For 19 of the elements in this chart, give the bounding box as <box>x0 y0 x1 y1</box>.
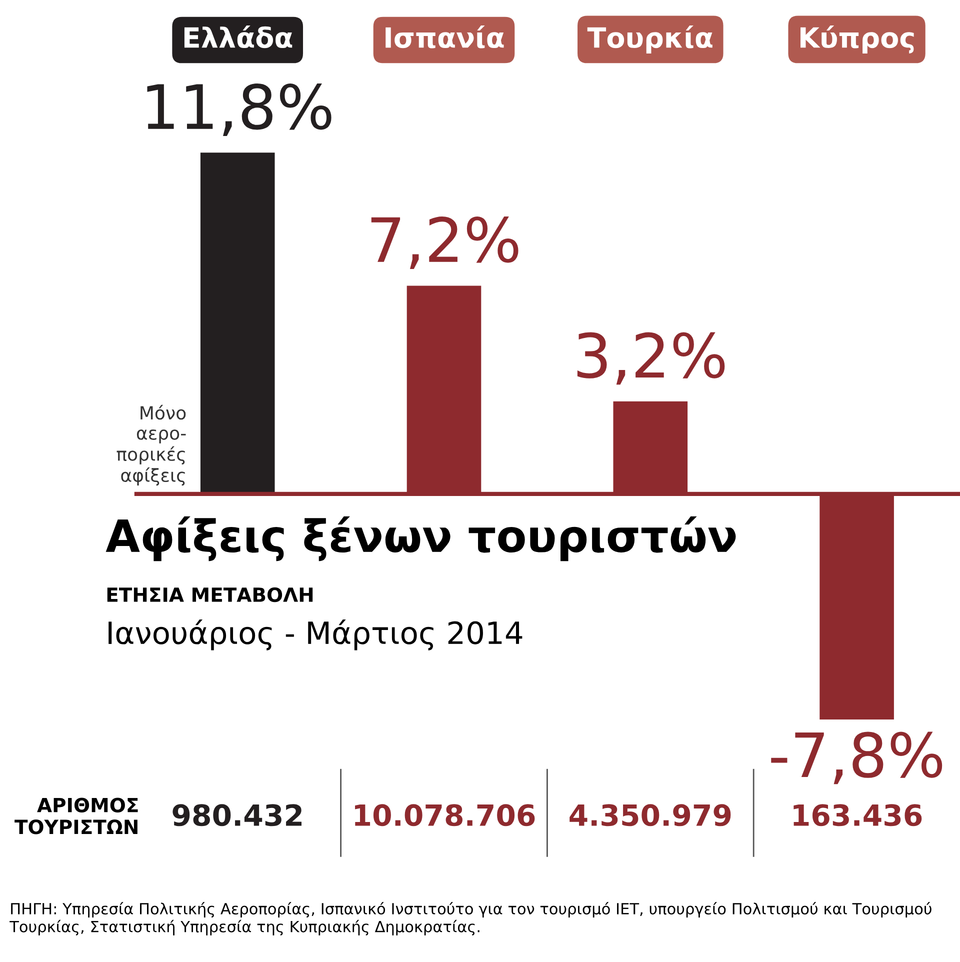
bar <box>200 152 275 494</box>
x-tick-label: Τουρκία <box>587 25 712 54</box>
text: 163.436 <box>794 804 922 826</box>
annotation: Ιανουάριος - Μάρτιος 2014 <box>108 619 522 650</box>
text: 10.078.706 <box>355 804 535 826</box>
data-label: 3,2% <box>577 332 725 385</box>
x-tick-label: Ελλάδα <box>184 25 292 48</box>
x-tick-label: Ισπανία <box>386 25 504 48</box>
annotation: Μόνο αερο- πορικές αφίξεις <box>116 404 186 486</box>
x-tick-label: Κύπρος <box>800 25 914 54</box>
text: 980.432 <box>172 804 302 826</box>
data-label: 7,2% <box>371 216 518 269</box>
text: 4.350.979 <box>570 804 731 826</box>
data-label: -7,8% <box>771 732 942 784</box>
text: Αφίξεις ξένων τουριστών <box>106 516 736 562</box>
text: ΠΗΓΗ: Υπηρεσία Πολιτικής Αεροπορίας, Ισπανικό Ινστιτούτο για τον τουρισμό IET, υπουργείο Πολιτισμού και Τουρισμού Τουρκίας, Στατιστική Υπηρεσία της Κυπριακής Δημοκρατίας. <box>10 902 932 936</box>
data-label: 11,8% <box>147 83 332 136</box>
text: ΕΤΗΣΙΑ ΜΕΤΑΒΟΛΗ <box>107 587 313 602</box>
text: ΑΡΙΘΜΟΣ ΤΟΥΡΙΣΤΩΝ <box>14 798 138 834</box>
